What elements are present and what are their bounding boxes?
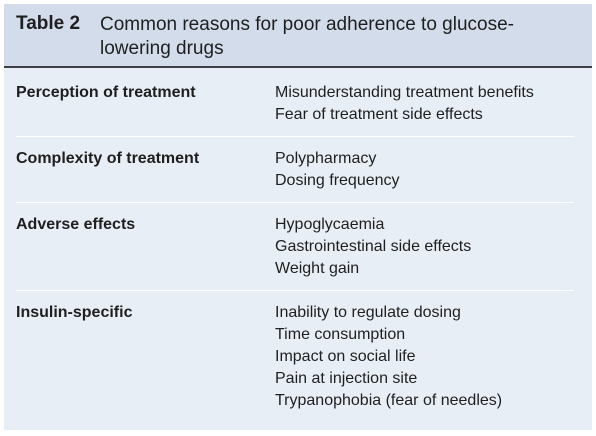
row-divider (16, 202, 574, 203)
list-item: Trypanophobia (fear of needles) (275, 392, 503, 409)
list-item: Hypoglycaemia (275, 216, 385, 233)
list-item: Polypharmacy (275, 150, 377, 167)
list-item: Impact on social life (275, 348, 416, 365)
list-item: Dosing frequency (275, 172, 400, 189)
list-item: Pain at injection site (275, 370, 418, 387)
row-category: Complexity of treatment (16, 150, 200, 167)
row-category: Adverse effects (16, 216, 136, 233)
table-header: Table 2 Common reasons for poor adherenc… (4, 4, 592, 68)
row-items: Polypharmacy Dosing frequency (275, 148, 400, 192)
list-item: Fear of treatment side effects (275, 106, 483, 123)
list-item: Time consumption (275, 326, 406, 343)
list-item: Gastrointestinal side effects (275, 238, 472, 255)
table-title: Common reasons for poor adherence to glu… (100, 14, 515, 59)
row-items: Hypoglycaemia Gastrointestinal side effe… (275, 214, 471, 280)
row-divider (16, 290, 574, 291)
row-category: Insulin-specific (16, 304, 133, 321)
table-card: Table 2 Common reasons for poor adherenc… (4, 4, 592, 430)
list-item: Misunderstanding treatment benefits (275, 84, 534, 101)
row-items: Misunderstanding treatment benefits Fear… (275, 82, 534, 126)
row-items: Inability to regulate dosing Time consum… (275, 302, 502, 412)
list-item: Inability to regulate dosing (275, 304, 461, 321)
row-divider (16, 136, 574, 137)
row-category: Perception of treatment (16, 84, 196, 101)
table-label: Table 2 (16, 13, 81, 34)
list-item: Weight gain (275, 260, 360, 277)
